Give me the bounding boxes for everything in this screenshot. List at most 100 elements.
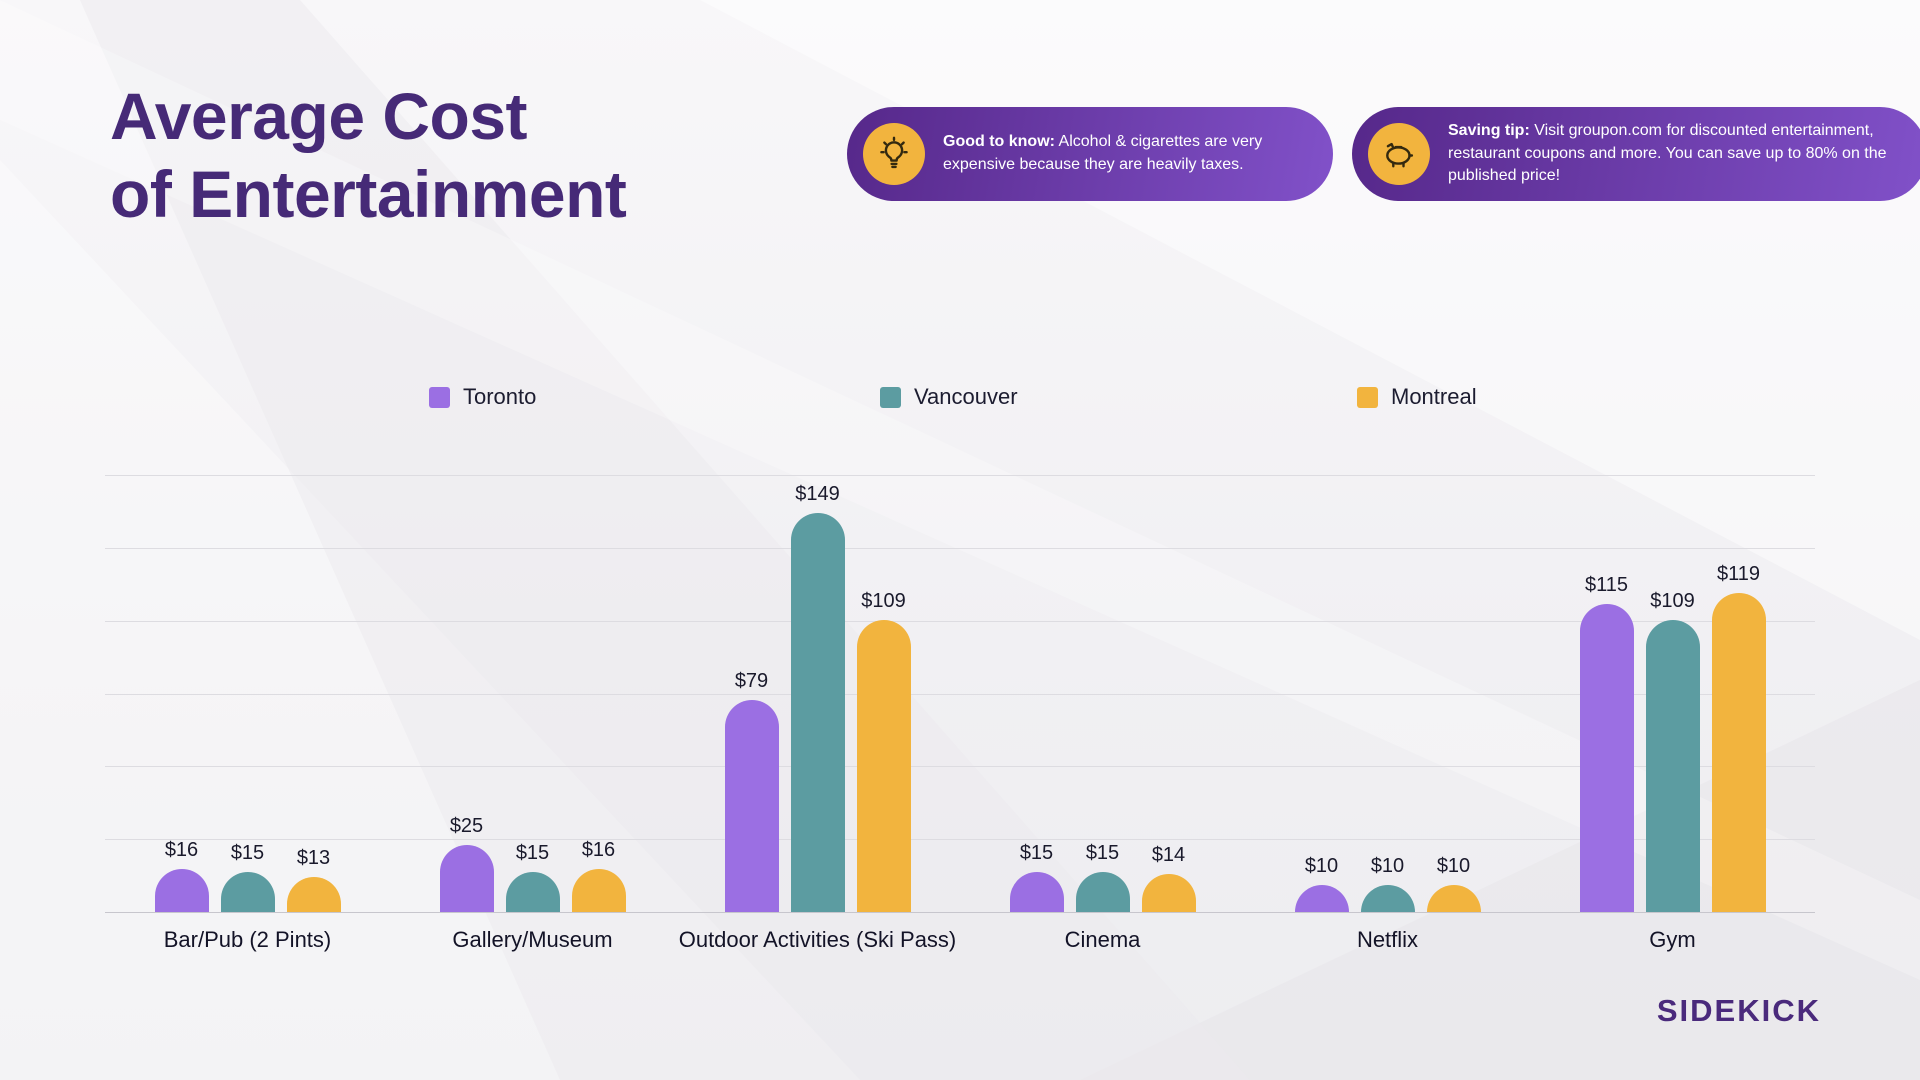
bar-group: $16 $15 $13: [105, 475, 390, 912]
callout-body: Visit groupon.com for discounted enterta…: [1448, 121, 1887, 185]
gridline: [105, 839, 1815, 840]
bar-shape: [1360, 885, 1415, 912]
bar-shape: [856, 620, 911, 912]
page-title: Average Cost of Entertainment: [110, 78, 627, 234]
piggy-bank-icon: [1368, 123, 1430, 185]
legend-item-toronto: Toronto: [429, 384, 536, 410]
callout-body: Alcohol & cigarettes are very expensive …: [943, 133, 1263, 173]
bar-shape: [1645, 620, 1700, 912]
lightbulb-icon: [863, 123, 925, 185]
bar-value-label: $16: [581, 839, 616, 861]
gridline: [105, 766, 1815, 767]
chart-plot: $16 $15 $13 $25 $15 $16 $79 $149 $109 $15 $15 $14 $1…: [105, 475, 1815, 913]
category-label: Cinema: [1064, 927, 1141, 952]
bar-shape: [220, 872, 275, 912]
bar-value-label: $10: [1304, 855, 1339, 877]
legend-label: Vancouver: [914, 384, 1018, 409]
bar-value-label: $115: [1584, 574, 1628, 596]
bar-group: $115 $109 $119: [1530, 475, 1815, 912]
bar-group: $25 $15 $16: [390, 475, 675, 912]
callout-lead: Good to know:: [943, 133, 1055, 151]
legend-swatch: [880, 386, 901, 408]
bar-shape: [1579, 604, 1634, 912]
bar-value-label: $15: [515, 842, 550, 864]
bar-value-label: $15: [1019, 842, 1054, 864]
bar-toronto: $10: [1294, 855, 1349, 912]
legend-swatch: [1357, 386, 1378, 408]
category-label: Netflix: [1356, 927, 1419, 952]
gridline: [105, 475, 1815, 476]
bar-group: $10 $10 $10: [1245, 475, 1530, 912]
bar-value-label: $15: [230, 842, 265, 864]
bar-montreal: $109: [856, 590, 911, 912]
bar-shape: [571, 869, 626, 912]
bar-value-label: $10: [1436, 855, 1471, 877]
bar-vancouver: $15: [220, 842, 275, 912]
legend-label: Montreal: [1391, 384, 1477, 409]
bar-value-label: $79: [734, 670, 769, 692]
bar-value-label: $10: [1370, 855, 1405, 877]
bar-value-label: $25: [449, 815, 484, 837]
bar-shape: [505, 872, 560, 912]
bar-shape: [790, 513, 845, 912]
bar-vancouver: $149: [790, 483, 845, 912]
bar-vancouver: $15: [1075, 842, 1130, 912]
title-line-2: of Entertainment: [110, 156, 627, 231]
bar-shape: [154, 869, 209, 912]
bar-shape: [1009, 872, 1064, 912]
bar-vancouver: $10: [1360, 855, 1415, 912]
bar-toronto: $115: [1579, 574, 1634, 912]
bar-cluster: $79 $149 $109: [724, 483, 911, 912]
bar-toronto: $16: [154, 839, 209, 912]
legend-item-vancouver: Vancouver: [880, 384, 1018, 410]
gridline: [105, 694, 1815, 695]
category-labels: Bar/Pub (2 Pints) Gallery/Museum Outdoor A…: [105, 927, 1815, 953]
gridline: [105, 621, 1815, 622]
bar-value-label: $109: [1650, 590, 1695, 612]
bar-montreal: $16: [571, 839, 626, 912]
bar-montreal: $13: [286, 847, 341, 912]
bar-toronto: $15: [1009, 842, 1064, 912]
category-label: Gallery/Museum: [452, 927, 613, 952]
bar-shape: [1711, 593, 1766, 912]
bar-shape: [724, 700, 779, 912]
bar-toronto: $79: [724, 670, 779, 912]
sidekick-logo: SIDEKICK: [1656, 993, 1821, 1028]
bar-chart: $16 $15 $13 $25 $15 $16 $79 $149 $109 $15 $15 $14 $1…: [105, 475, 1815, 953]
bar-toronto: $25: [439, 815, 494, 912]
bar-shape: [286, 877, 341, 912]
bar-cluster: $115 $109 $119: [1579, 563, 1766, 912]
bar-group: $15 $15 $14: [960, 475, 1245, 912]
bar-value-label: $14: [1151, 844, 1186, 866]
gridline: [105, 548, 1815, 549]
bar-cluster: $15 $15 $14: [1009, 842, 1196, 912]
callout-lead: Saving tip:: [1448, 121, 1530, 139]
callout-good-to-know: Good to know: Alcohol & cigarettes are v…: [847, 107, 1333, 201]
bar-cluster: $10 $10 $10: [1294, 855, 1481, 912]
legend-swatch: [429, 386, 450, 408]
gridline: [105, 912, 1815, 913]
bar-cluster: $25 $15 $16: [439, 815, 626, 912]
bar-shape: [1141, 874, 1196, 912]
category-label: Bar/Pub (2 Pints): [163, 927, 332, 952]
bar-shape: [1294, 885, 1349, 912]
bar-value-label: $149: [795, 483, 840, 505]
category-label: Gym: [1649, 927, 1696, 952]
title-line-1: Average Cost: [110, 79, 528, 153]
legend-item-montreal: Montreal: [1357, 384, 1477, 410]
bar-montreal: $10: [1426, 855, 1481, 912]
callout-text: Good to know: Alcohol & cigarettes are v…: [943, 131, 1309, 176]
legend-label: Toronto: [463, 384, 537, 409]
bar-shape: [439, 845, 494, 912]
bar-value-label: $15: [1085, 842, 1120, 864]
bar-montreal: $14: [1141, 844, 1196, 912]
bar-cluster: $16 $15 $13: [154, 839, 341, 912]
bar-montreal: $119: [1711, 563, 1766, 912]
bar-vancouver: $15: [505, 842, 560, 912]
bar-value-label: $119: [1716, 563, 1760, 585]
callout-saving-tip: Saving tip: Visit groupon.com for discou…: [1352, 107, 1920, 201]
bar-value-label: $109: [861, 590, 906, 612]
bar-vancouver: $109: [1645, 590, 1700, 912]
bar-value-label: $13: [296, 847, 331, 869]
